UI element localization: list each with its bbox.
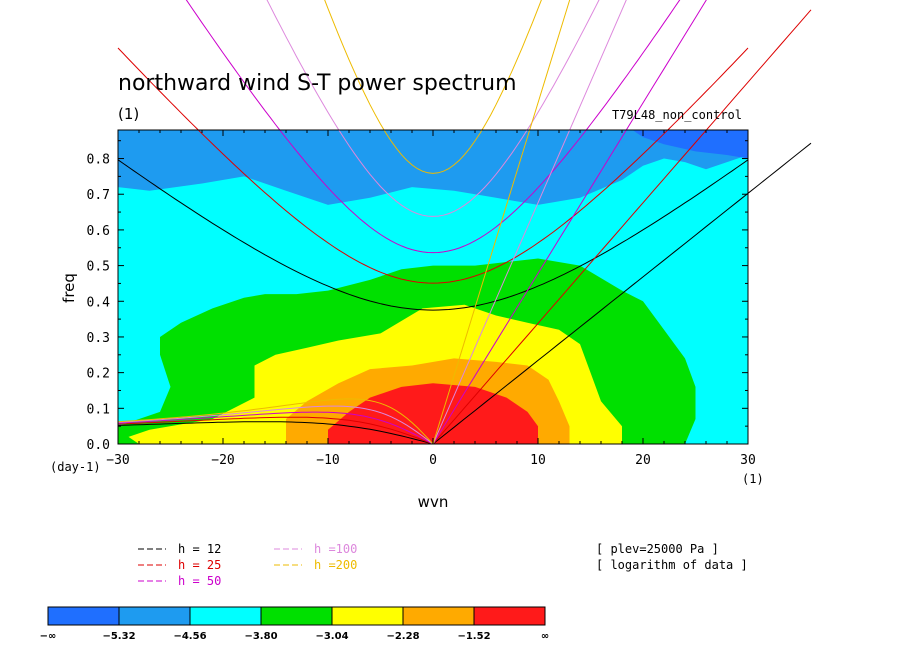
legend-label-h200: h =200	[314, 558, 357, 572]
colorbar-label: −1.52	[457, 631, 490, 642]
colorbar-swatch	[402, 606, 475, 626]
y-tick-label: 0.8	[87, 153, 110, 168]
y-tick-label: 0.4	[87, 295, 111, 310]
kelvin-curve-h25	[432, 9, 812, 445]
colorbar-label: −3.80	[244, 631, 277, 642]
x-tick-label: 0	[429, 453, 437, 468]
rossby-curve-h12	[117, 421, 434, 445]
colorbar-label: −5.32	[102, 631, 135, 642]
annotation-log: [ logarithm of data ]	[596, 558, 748, 572]
ig-curve-h12	[117, 159, 749, 311]
y-tick-label: 0.5	[87, 260, 110, 275]
y-axis-label: freq	[60, 273, 78, 303]
colorbar-swatch	[47, 606, 120, 626]
x-tick-label: 10	[530, 453, 546, 468]
y-tick-label: 0.2	[87, 367, 110, 382]
colorbar-swatch	[331, 606, 404, 626]
annotation-plev: [ plev=25000 Pa ]	[596, 542, 719, 556]
chart-title: northward wind S-T power spectrum	[118, 71, 517, 96]
rossby-curve-h25	[117, 416, 434, 445]
colorbar-label: −3.04	[315, 631, 348, 642]
rossby-curve-h100	[117, 405, 434, 445]
dispersion-curves	[117, 0, 812, 445]
ig-curve-h50	[185, 0, 681, 254]
x-unit-label: (1)	[742, 472, 764, 486]
rossby-curve-h200	[117, 398, 434, 445]
ig-curve-h200	[324, 0, 542, 174]
colorbar-swatch	[118, 606, 191, 626]
kelvin-curve-h200	[432, 0, 571, 445]
curve-legend: h = 12 h = 25 h = 50 h =100 h =200	[138, 542, 357, 588]
legend-label-h25: h = 25	[178, 558, 221, 572]
axes: −30 −20 −10 0 10 20 30 0.0 0.1 0.2 0.3 0.4 0.5 0.6 0.7…	[87, 130, 756, 468]
x-tick-label: −30	[106, 453, 129, 468]
contour-region-4	[328, 383, 538, 444]
legend-label-h100: h =100	[314, 542, 357, 556]
legend-label-h50: h = 50	[178, 574, 221, 588]
colorbar-swatch	[189, 606, 262, 626]
y-tick-label: 0.7	[87, 188, 110, 203]
x-tick-label: −10	[316, 453, 339, 468]
ig-curve-h25	[117, 47, 749, 284]
x-tick-label: −20	[211, 453, 234, 468]
rossby-curve-h50	[117, 411, 434, 445]
contour-region-5	[632, 130, 748, 159]
legend-label-h12: h = 12	[178, 542, 221, 556]
y-unit-label: (day-1)	[50, 460, 101, 474]
y-tick-label: 0.6	[87, 224, 110, 239]
kelvin-curve-h100	[432, 0, 627, 445]
colorbar-label: −4.56	[173, 631, 206, 642]
contour-regions	[118, 130, 748, 444]
colorbar: −∞ −5.32 −4.56 −3.80 −3.04 −2.28 −1.52 ∞	[40, 606, 549, 642]
y-tick-label: 0.3	[87, 331, 110, 346]
y-tick-label: 0.0	[87, 438, 110, 453]
colorbar-swatch	[473, 606, 546, 626]
x-axis-label: wvn	[418, 493, 449, 511]
x-tick-label: 30	[740, 453, 756, 468]
run-label: T79L48_non_control	[612, 108, 742, 122]
colorbar-label: −∞	[40, 631, 57, 642]
title-unit: (1)	[118, 105, 139, 123]
x-tick-label: 20	[635, 453, 651, 468]
y-tick-label: 0.1	[87, 402, 110, 417]
kelvin-curve-h50	[432, 0, 707, 445]
colorbar-swatch	[260, 606, 333, 626]
ig-curve-h100	[266, 0, 600, 217]
colorbar-label: ∞	[541, 631, 549, 642]
colorbar-label: −2.28	[386, 631, 419, 642]
